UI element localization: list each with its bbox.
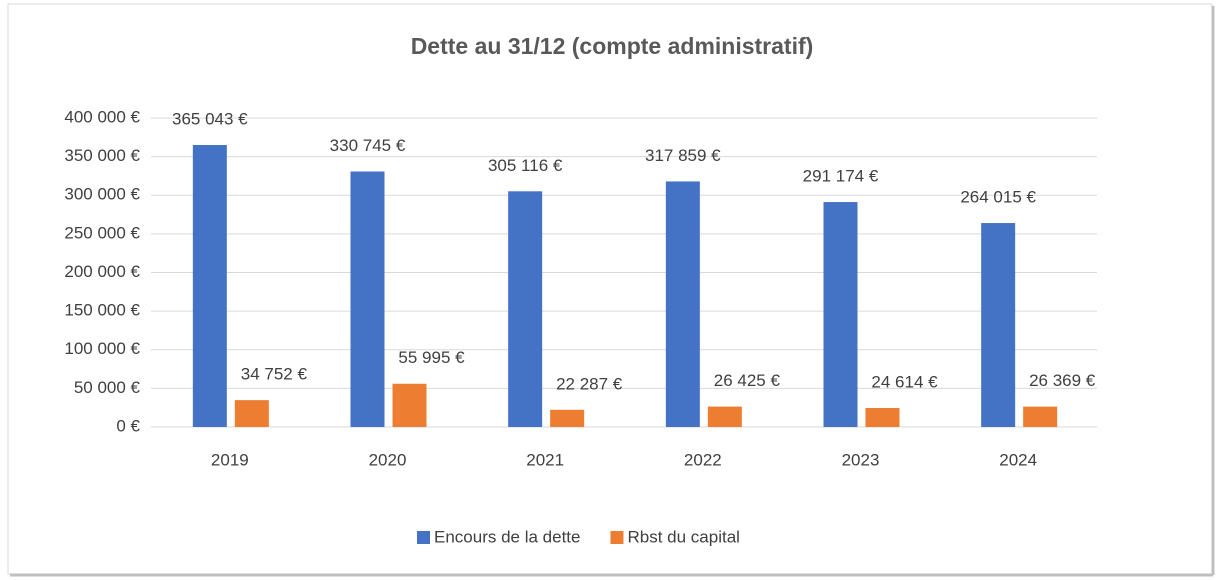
legend-swatch: [417, 531, 430, 544]
data-label: 26 369 €: [1029, 371, 1096, 390]
y-tick-label: 400 000 €: [64, 107, 140, 126]
y-tick-label: 0 €: [116, 416, 140, 435]
x-tick-label: 2023: [842, 450, 880, 469]
bar: [707, 406, 742, 427]
y-tick-label: 350 000 €: [64, 146, 140, 165]
data-label: 330 745 €: [330, 136, 406, 155]
legend-label: Rbst du capital: [627, 527, 739, 546]
bar: [665, 181, 700, 427]
data-label: 291 174 €: [803, 167, 879, 186]
y-tick-label: 100 000 €: [64, 339, 140, 358]
y-tick-label: 200 000 €: [64, 262, 140, 281]
y-tick-label: 300 000 €: [64, 185, 140, 204]
data-label: 24 614 €: [871, 372, 938, 391]
bar: [508, 191, 543, 427]
y-tick-label: 250 000 €: [64, 223, 140, 242]
data-label: 317 859 €: [645, 146, 721, 165]
y-tick-label: 50 000 €: [74, 378, 141, 397]
x-tick-label: 2020: [369, 450, 407, 469]
chart-frame: [7, 3, 1213, 575]
y-tick-label: 150 000 €: [64, 301, 140, 320]
data-label: 26 425 €: [714, 371, 781, 390]
bar: [234, 400, 269, 427]
x-tick-label: 2021: [526, 450, 564, 469]
x-tick-label: 2022: [684, 450, 722, 469]
bar: [1023, 406, 1058, 427]
bar: [350, 171, 385, 427]
data-label: 55 995 €: [398, 348, 465, 367]
data-label: 34 752 €: [241, 365, 308, 384]
data-label: 365 043 €: [172, 109, 248, 128]
legend-label: Encours de la dette: [434, 527, 580, 546]
data-label: 305 116 €: [488, 156, 563, 175]
bar: [823, 202, 858, 427]
x-tick-label: 2024: [999, 450, 1037, 469]
bar: [550, 409, 585, 427]
bar: [192, 145, 227, 428]
chart-title: Dette au 31/12 (compte administratif): [411, 33, 814, 59]
data-label: 264 015 €: [960, 188, 1036, 207]
bar: [392, 383, 427, 427]
legend-swatch: [610, 531, 624, 544]
x-tick-label: 2019: [211, 450, 249, 469]
data-label: 22 287 €: [556, 374, 623, 393]
bar: [981, 223, 1016, 427]
bar: [865, 407, 900, 427]
